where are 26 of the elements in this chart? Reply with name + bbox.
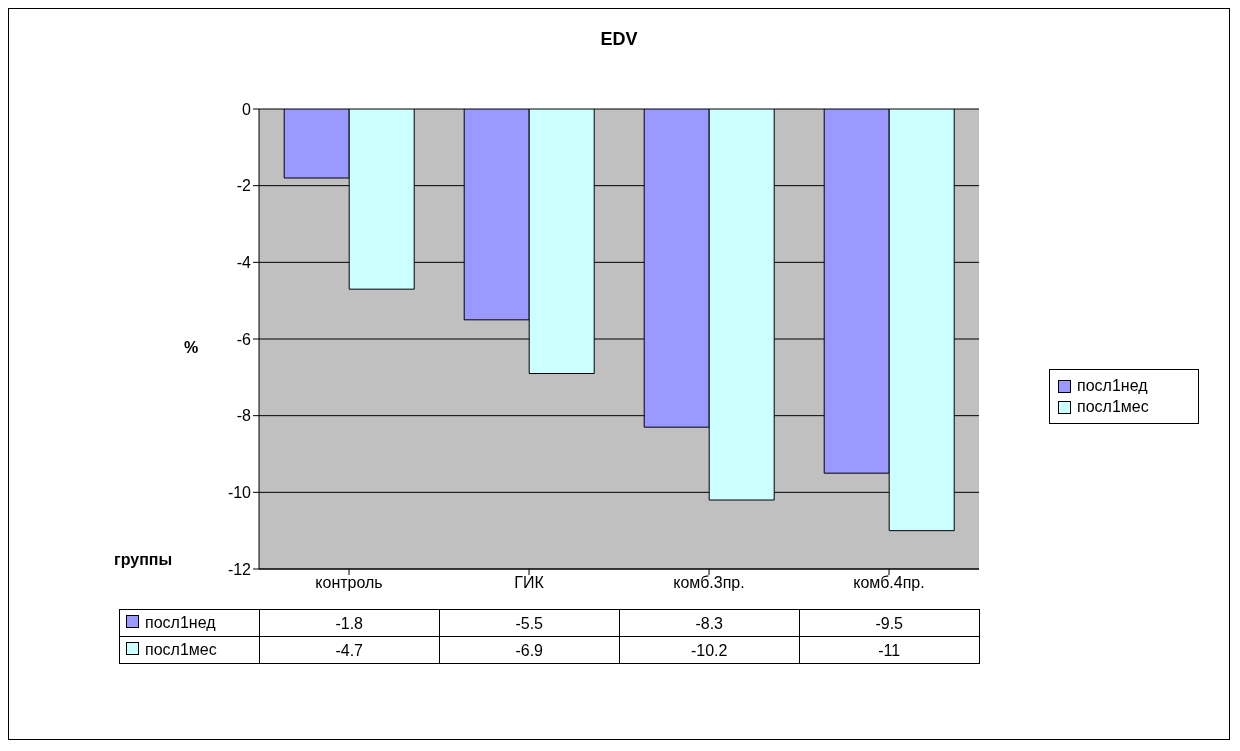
y-tick-label: -2: [236, 177, 252, 195]
x-tick-label: контроль: [315, 574, 383, 592]
data-label: -1.8: [335, 614, 364, 632]
data-label: -10.2: [690, 641, 728, 659]
legend-label: посл1нед: [119, 609, 260, 637]
legend-label: посл1мес: [1077, 398, 1149, 416]
y-tick-label: -10: [227, 484, 252, 502]
x-axis-title: группы: [114, 551, 173, 569]
text: посл1мес: [145, 641, 217, 658]
x-tick-label: комб.4пр.: [853, 574, 925, 592]
data-label: -6.9: [515, 641, 544, 659]
y-tick-label: -6: [236, 330, 252, 348]
data-label: -11: [878, 641, 901, 659]
data-label: -9.5: [875, 614, 904, 632]
data-label: -5.5: [515, 614, 544, 632]
data-label: -4.7: [335, 641, 364, 659]
text: посл1нед: [1077, 377, 1148, 394]
y-tick-label: -12: [227, 560, 252, 578]
x-tick-label: комб.3пр.: [673, 574, 745, 592]
y-tick-label: -8: [236, 407, 252, 425]
data-label: -8.3: [695, 614, 724, 632]
y-tick-label: 0: [242, 100, 252, 118]
x-tick-label: ГИК: [514, 574, 545, 592]
y-tick-label: -4: [236, 254, 252, 272]
chart-title: EDV: [599, 29, 639, 50]
y-axis-title: %: [184, 339, 199, 357]
